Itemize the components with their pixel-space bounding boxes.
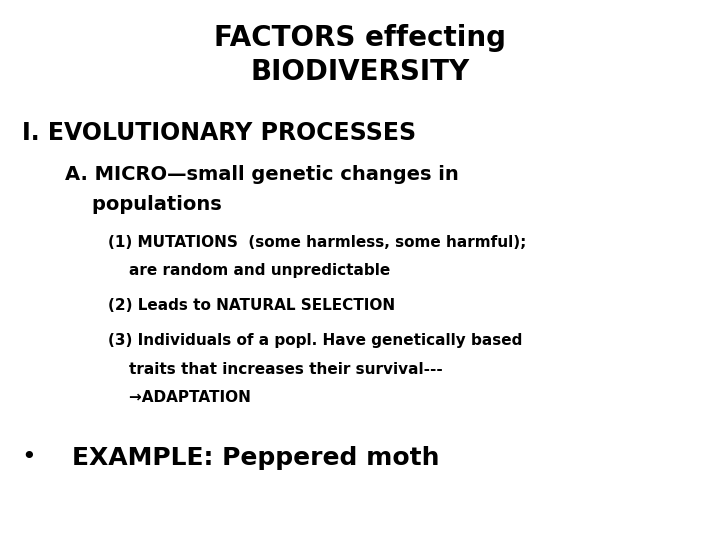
Text: •: • <box>22 446 36 469</box>
Text: (1) MUTATIONS  (some harmless, some harmful);: (1) MUTATIONS (some harmless, some harmf… <box>108 235 526 250</box>
Text: I. EVOLUTIONARY PROCESSES: I. EVOLUTIONARY PROCESSES <box>22 122 415 145</box>
Text: are random and unpredictable: are random and unpredictable <box>108 263 390 278</box>
Text: traits that increases their survival---: traits that increases their survival--- <box>108 362 443 377</box>
Text: →ADAPTATION: →ADAPTATION <box>108 390 251 405</box>
Text: A. MICRO—small genetic changes in: A. MICRO—small genetic changes in <box>65 165 459 184</box>
Text: (3) Individuals of a popl. Have genetically based: (3) Individuals of a popl. Have genetica… <box>108 333 523 348</box>
Text: FACTORS effecting
BIODIVERSITY: FACTORS effecting BIODIVERSITY <box>214 24 506 86</box>
Text: EXAMPLE: Peppered moth: EXAMPLE: Peppered moth <box>72 446 439 469</box>
Text: (2) Leads to NATURAL SELECTION: (2) Leads to NATURAL SELECTION <box>108 298 395 313</box>
Text: populations: populations <box>65 195 222 214</box>
